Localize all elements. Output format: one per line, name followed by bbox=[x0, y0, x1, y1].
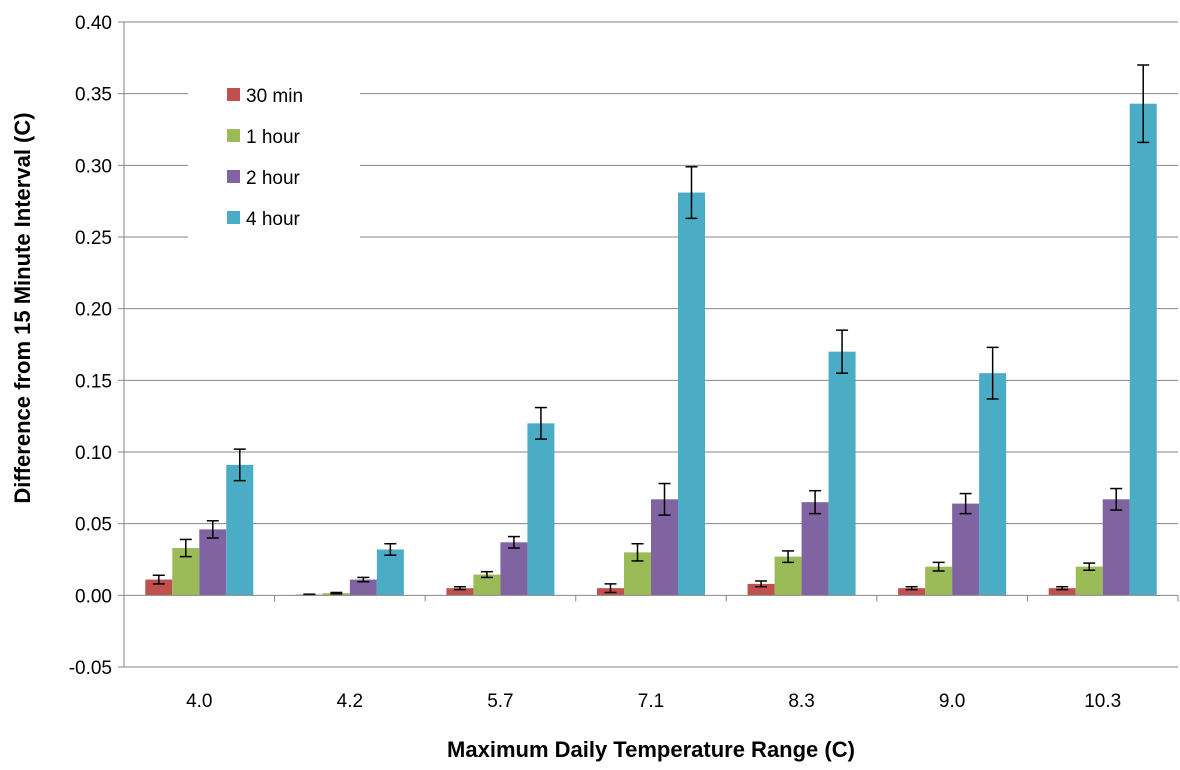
bar bbox=[446, 588, 474, 596]
bar bbox=[801, 502, 829, 596]
legend-swatch bbox=[227, 211, 240, 224]
error-bar bbox=[959, 492, 972, 515]
y-tick-labels: -0.05 0.00 0.05 0.10 0.15 0.20 0.25 0.30 0.35 0.4… bbox=[69, 13, 112, 679]
error-bar bbox=[206, 520, 219, 539]
legend-label: 1 hour bbox=[246, 127, 301, 148]
legend-swatch bbox=[227, 88, 240, 101]
x-tick-label: 8.3 bbox=[788, 691, 814, 712]
legend-item: 30 min bbox=[227, 86, 303, 107]
legend-item: 4 hour bbox=[227, 209, 301, 230]
y-tick-label: 0.35 bbox=[75, 85, 112, 106]
bar bbox=[979, 373, 1007, 596]
error-bars bbox=[152, 64, 1150, 596]
bar bbox=[678, 192, 705, 596]
bar bbox=[199, 529, 227, 596]
y-tick-label: 0.20 bbox=[75, 300, 112, 321]
bar bbox=[898, 588, 926, 596]
error-bar bbox=[179, 538, 192, 558]
bar bbox=[145, 579, 173, 596]
error-bar bbox=[631, 542, 644, 562]
error-bar bbox=[809, 489, 822, 515]
x-tick-labels: 4.0 4.2 5.7 7.1 8.3 9.0 10.3 bbox=[186, 691, 1121, 712]
error-bar bbox=[932, 561, 945, 572]
bars bbox=[145, 103, 1157, 596]
error-bar bbox=[836, 329, 849, 374]
y-tick-label: 0.30 bbox=[75, 156, 112, 177]
error-bar bbox=[534, 406, 547, 440]
bar bbox=[747, 583, 775, 596]
error-bar bbox=[480, 570, 493, 579]
error-bar bbox=[1110, 487, 1123, 511]
y-tick-label: 0.05 bbox=[75, 515, 112, 536]
error-bar bbox=[986, 346, 999, 400]
bar bbox=[1129, 103, 1157, 596]
bar bbox=[1048, 588, 1076, 596]
error-bar bbox=[782, 550, 795, 564]
error-bar bbox=[685, 166, 698, 220]
legend-item: 2 hour bbox=[227, 168, 301, 189]
bar bbox=[828, 351, 856, 596]
x-tick-label: 5.7 bbox=[487, 691, 513, 712]
error-bar bbox=[507, 535, 520, 549]
error-bar bbox=[1056, 585, 1069, 591]
error-bar bbox=[384, 542, 397, 556]
bar bbox=[473, 574, 501, 596]
bar bbox=[952, 503, 980, 596]
error-bar bbox=[357, 576, 370, 583]
x-tick-label: 4.2 bbox=[337, 691, 363, 712]
bar bbox=[500, 542, 528, 596]
x-tick-label: 9.0 bbox=[939, 691, 965, 712]
x-tick-label: 10.3 bbox=[1084, 691, 1121, 712]
error-bar bbox=[604, 583, 617, 594]
y-tick-label: -0.05 bbox=[69, 658, 112, 679]
error-bar bbox=[1083, 562, 1096, 571]
y-tick-label: 0.15 bbox=[75, 371, 112, 392]
legend-label: 4 hour bbox=[246, 209, 301, 230]
bar bbox=[1102, 499, 1130, 596]
legend-label: 2 hour bbox=[246, 168, 301, 189]
error-bar bbox=[1137, 64, 1150, 144]
x-tick-label: 4.0 bbox=[186, 691, 212, 712]
legend-item: 1 hour bbox=[227, 127, 301, 148]
error-bar bbox=[453, 585, 466, 591]
x-axis-title: Maximum Daily Temperature Range (C) bbox=[447, 737, 855, 762]
error-bar bbox=[658, 482, 671, 516]
x-tick-label: 7.1 bbox=[638, 691, 664, 712]
bar bbox=[226, 464, 254, 596]
error-bar bbox=[905, 585, 918, 591]
y-tick-label: 0.00 bbox=[75, 586, 112, 607]
legend-box bbox=[188, 74, 360, 240]
legend-swatch bbox=[227, 129, 240, 142]
bar bbox=[376, 549, 404, 596]
y-axis-title: Difference from 15 Minute Interval (C) bbox=[10, 112, 35, 503]
bar bbox=[527, 423, 555, 596]
error-bar bbox=[330, 591, 343, 595]
y-tick-label: 0.10 bbox=[75, 443, 112, 464]
axes bbox=[118, 21, 1179, 668]
bar bbox=[1075, 566, 1103, 596]
legend-swatch bbox=[227, 170, 240, 183]
y-tick-label: 0.25 bbox=[75, 228, 112, 249]
error-bar bbox=[755, 580, 768, 588]
bar bbox=[349, 579, 377, 596]
y-tick-label: 0.40 bbox=[75, 13, 112, 34]
legend-label: 30 min bbox=[246, 86, 303, 107]
error-bar bbox=[233, 448, 246, 482]
error-bar bbox=[152, 574, 165, 585]
legend: 30 min 1 hour 2 hour 4 hour bbox=[188, 74, 360, 240]
